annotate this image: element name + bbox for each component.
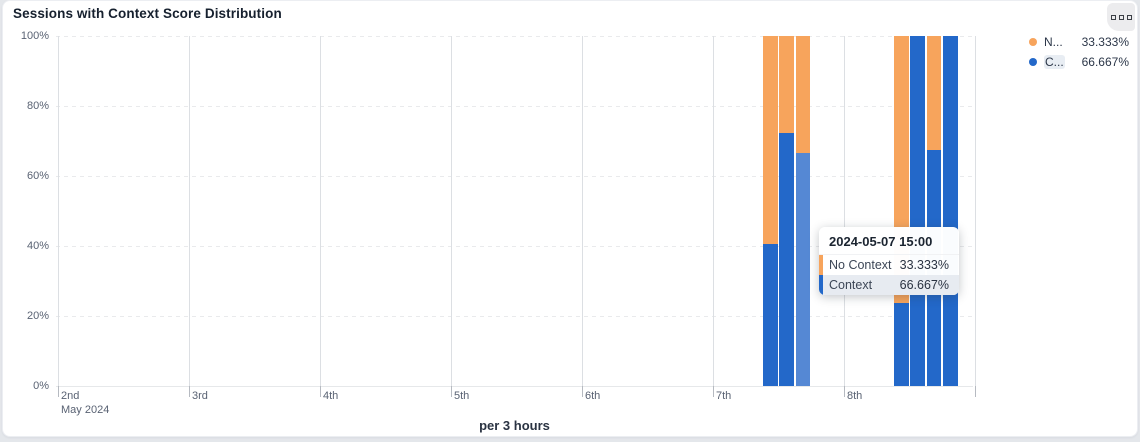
bar-segment-no-context[interactable] [926, 36, 942, 151]
legend-value: 33.333% [1081, 35, 1129, 49]
y-axis-tick-label: 60% [26, 170, 49, 182]
bar-segment-context[interactable] [943, 36, 958, 386]
y-gridline [56, 176, 973, 177]
tooltip-series-label: No Context [829, 258, 892, 272]
x-axis-tick-label: 3rd [192, 390, 208, 402]
plot-area: 0% 20% 40% 60% 80% 100% 2nd May 2024 3rd 4th 5th 6t… [21, 30, 976, 416]
bar-segment-no-context[interactable] [795, 36, 811, 153]
legend-dot-icon [1029, 38, 1037, 46]
y-gridline [56, 316, 973, 317]
y-axis-tick-label: 20% [26, 310, 49, 322]
tooltip-series-value: 33.333% [899, 258, 949, 272]
x-axis-tick-label: 4th [323, 390, 339, 402]
x-gridline [320, 36, 321, 386]
x-gridline [451, 36, 452, 386]
x-axis-tick [975, 386, 976, 397]
chart-legend: N... 33.333% C... 66.667% [1029, 35, 1129, 69]
legend-item-context[interactable]: C... 66.667% [1029, 55, 1129, 69]
x-gridline [844, 36, 845, 386]
tooltip-row: No Context 33.333% [819, 255, 959, 275]
tooltip-series-value: 66.667% [899, 278, 949, 292]
legend-label: N... [1044, 35, 1063, 49]
bar-segment-context[interactable] [779, 132, 795, 386]
tooltip: 2024-05-07 15:00 No Context 33.333% Cont… [819, 227, 959, 295]
x-axis-tick [713, 386, 714, 397]
legend-value: 66.667% [1081, 55, 1129, 69]
x-gridline [58, 36, 59, 386]
y-axis-tick-label: 80% [26, 100, 49, 112]
bar-segment-no-context[interactable] [762, 36, 778, 244]
tooltip-series-label: Context [829, 278, 873, 292]
legend-item-no-context[interactable]: N... 33.333% [1029, 35, 1129, 49]
boxes-menu-icon [1126, 14, 1132, 20]
legend-label: C... [1044, 55, 1065, 69]
tooltip-series-strip [819, 255, 823, 275]
x-axis-tick-label: 2nd May 2024 [61, 390, 110, 416]
y-axis-tick-label: 0% [33, 380, 49, 392]
y-axis-tick-label: 40% [26, 240, 49, 252]
x-axis-tick [451, 386, 452, 397]
y-gridline [56, 106, 973, 107]
boxes-menu-icon [1110, 14, 1116, 20]
x-gridline [713, 36, 714, 386]
bar-segment-context[interactable] [762, 243, 778, 386]
card-menu-button[interactable] [1107, 3, 1135, 31]
chart-title: Sessions with Context Score Distribution [13, 6, 282, 21]
y-gridline [56, 386, 973, 387]
x-axis-tick-label: 6th [585, 390, 601, 402]
x-gridline [189, 36, 190, 386]
tooltip-row: Context 66.667% [819, 275, 959, 295]
x-axis-tick-label: 8th [847, 390, 863, 402]
x-gridline [975, 36, 976, 386]
y-axis-tick-label: 100% [20, 30, 49, 42]
x-axis-sub-label: May 2024 [61, 404, 110, 416]
bar-segment-context[interactable] [893, 303, 909, 386]
bar-segment-context[interactable] [795, 152, 811, 386]
x-axis-tick [189, 386, 190, 397]
y-gridline [56, 36, 973, 37]
x-axis-tick [582, 386, 583, 397]
legend-dot-icon [1029, 58, 1037, 66]
bar-segment-no-context[interactable] [779, 36, 795, 133]
bar-segment-context[interactable] [910, 36, 926, 386]
x-axis-tick-label: 7th [716, 390, 732, 402]
tooltip-title: 2024-05-07 15:00 [819, 227, 959, 255]
y-gridline [56, 246, 973, 247]
x-axis-tick [844, 386, 845, 397]
x-axis-tick-label: 5th [454, 390, 470, 402]
boxes-menu-icon [1118, 14, 1124, 20]
x-axis-tick [320, 386, 321, 397]
x-gridline [582, 36, 583, 386]
tooltip-series-strip [819, 275, 823, 295]
x-axis-tick [58, 386, 59, 397]
x-axis-caption: per 3 hours [479, 418, 550, 433]
